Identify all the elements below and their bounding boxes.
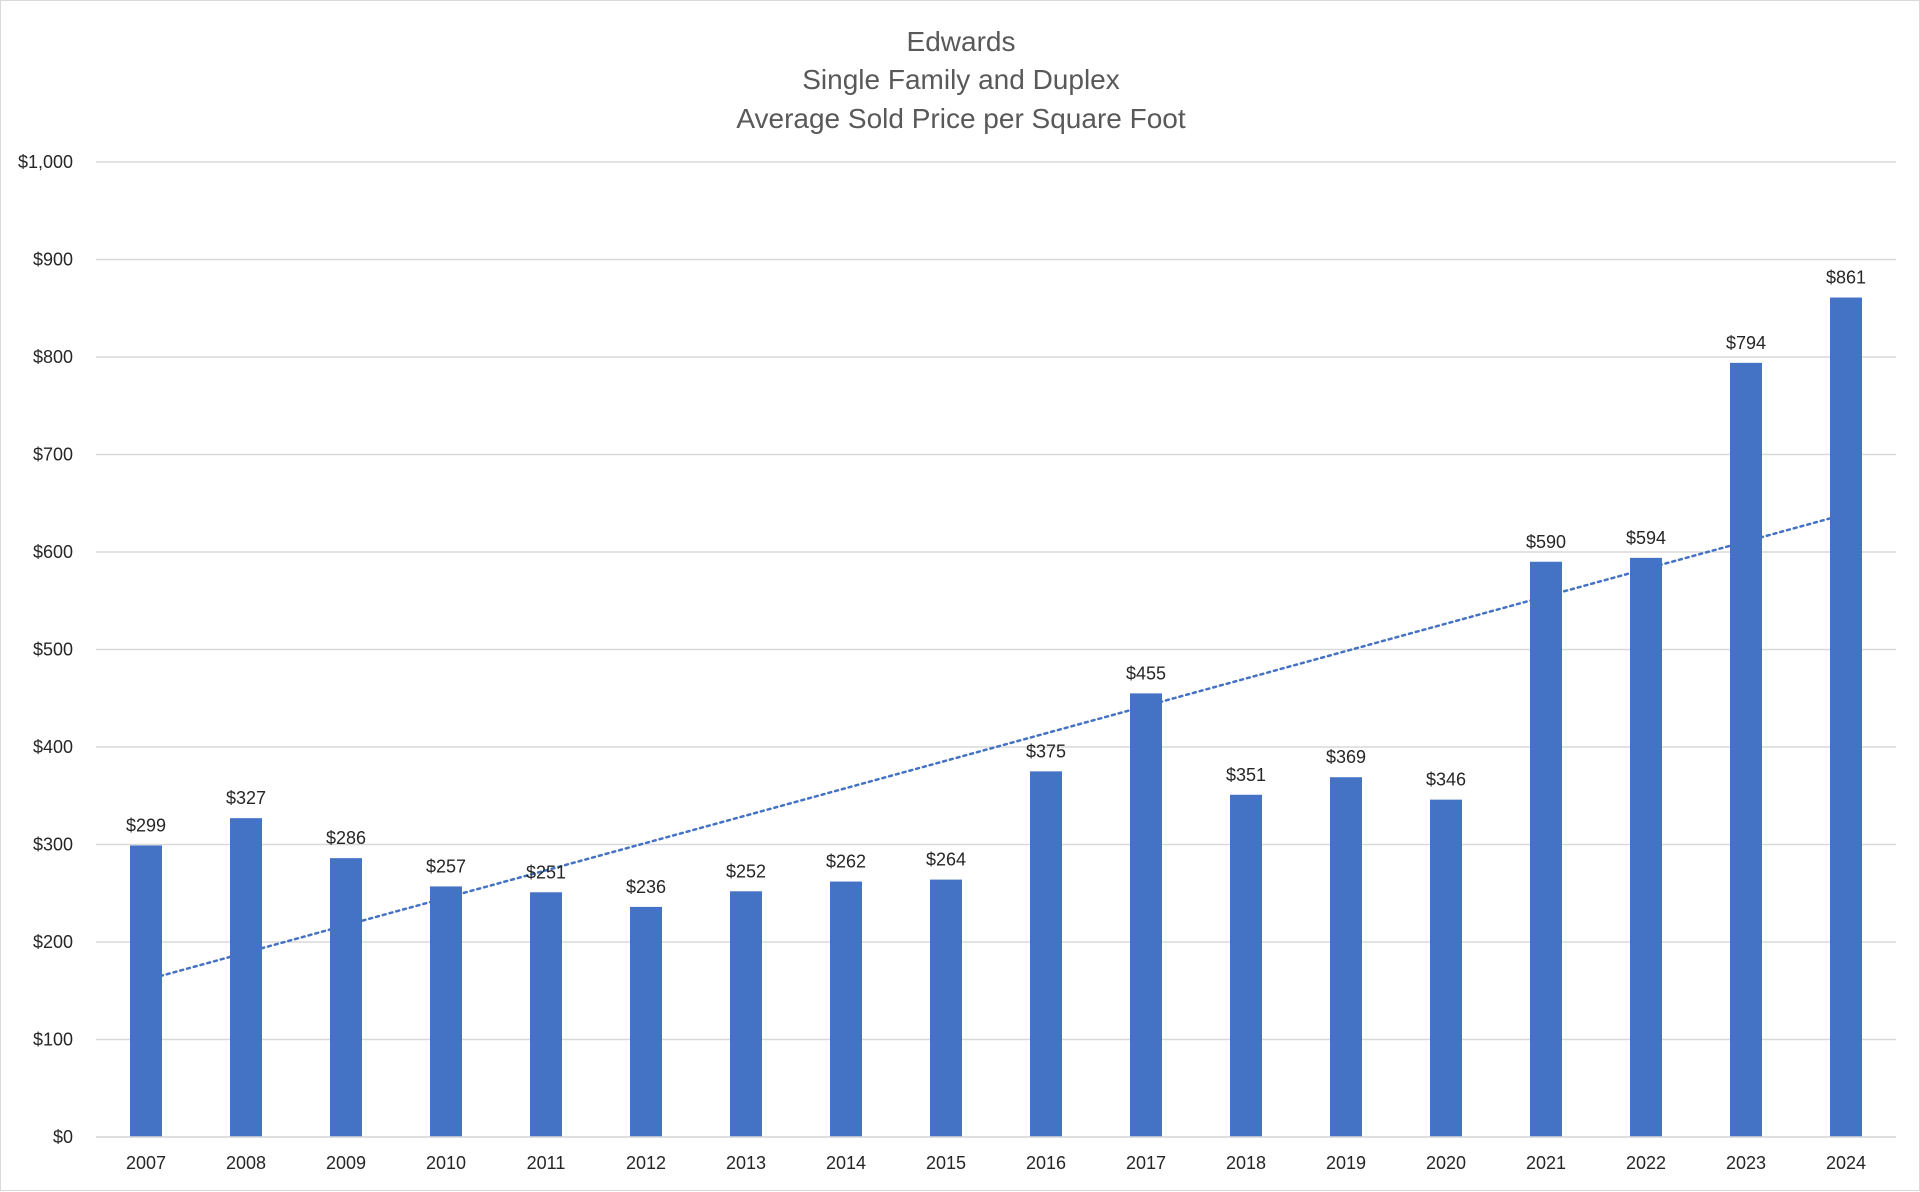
y-tick-label: $600 (33, 542, 73, 562)
x-tick-label: 2021 (1526, 1153, 1566, 1173)
x-axis: 2007 2008 2009 2010 2011 2012 2013 2014 2015 2016… (96, 1136, 1896, 1173)
y-tick-label: $800 (33, 347, 73, 367)
bar (230, 818, 262, 1137)
bar (1830, 297, 1862, 1137)
bar (1730, 362, 1762, 1138)
x-tick-label: 2018 (1226, 1153, 1266, 1173)
x-tick-label: 2011 (527, 1153, 566, 1173)
data-label: $375 (1026, 741, 1066, 761)
x-tick-label: 2017 (1126, 1153, 1166, 1173)
data-label: $257 (426, 856, 466, 876)
x-tick-label: 2022 (1626, 1153, 1666, 1173)
x-tick-label: 2013 (726, 1153, 766, 1173)
data-label: $264 (926, 850, 966, 870)
bar (1430, 799, 1462, 1137)
y-tick-label: $500 (33, 640, 73, 660)
data-label: $262 (826, 852, 866, 872)
trendline (158, 516, 1834, 978)
x-tick-label: 2023 (1726, 1153, 1766, 1173)
bar (930, 879, 962, 1137)
x-tick-label: 2016 (1026, 1153, 1066, 1173)
y-tick-label: $0 (53, 1127, 73, 1147)
x-tick-label: 2007 (126, 1153, 166, 1173)
gridlines (96, 161, 1896, 1138)
chart-title: Edwards Single Family and Duplex Average… (736, 26, 1186, 134)
bar (1230, 794, 1262, 1137)
x-tick-label: 2014 (826, 1153, 866, 1173)
data-label: $327 (226, 788, 266, 808)
bar (130, 845, 162, 1137)
bar (1530, 561, 1562, 1137)
data-label: $252 (726, 861, 766, 881)
bar (530, 892, 562, 1137)
chart-title-line-2: Single Family and Duplex (802, 64, 1120, 95)
data-label: $251 (526, 862, 566, 882)
x-tick-label: 2020 (1426, 1153, 1466, 1173)
data-label: $236 (626, 877, 666, 897)
bar (830, 881, 862, 1137)
bars (130, 297, 1862, 1138)
y-tick-label: $200 (33, 932, 73, 952)
data-label: $794 (1726, 333, 1766, 353)
data-label: $346 (1426, 770, 1466, 790)
data-label: $369 (1326, 747, 1366, 767)
bar (730, 891, 762, 1137)
x-tick-label: 2009 (326, 1153, 366, 1173)
bar (1630, 557, 1662, 1137)
data-label: $590 (1526, 532, 1566, 552)
y-tick-label: $700 (33, 445, 73, 465)
x-tick-label: 2010 (426, 1153, 466, 1173)
data-label: $351 (1226, 765, 1266, 785)
bar (330, 858, 362, 1137)
x-tick-label: 2019 (1326, 1153, 1366, 1173)
bar (1130, 693, 1162, 1137)
y-tick-label: $900 (33, 250, 73, 270)
bar (1330, 777, 1362, 1137)
x-tick-label: 2008 (226, 1153, 266, 1173)
y-tick-label: $100 (33, 1030, 73, 1050)
data-label: $861 (1826, 268, 1866, 288)
bar (430, 886, 462, 1137)
data-label: $594 (1626, 528, 1666, 548)
y-tick-label: $400 (33, 737, 73, 757)
bar (1030, 771, 1062, 1137)
x-tick-label: 2024 (1826, 1153, 1866, 1173)
data-labels: $299 $327 $286 $257 $251 $236 $252 $262 $264 $375… (126, 268, 1866, 897)
chart-title-line-3: Average Sold Price per Square Foot (736, 103, 1186, 134)
y-tick-label: $1,000 (18, 152, 73, 172)
chart-title-line-1: Edwards (907, 26, 1016, 57)
x-tick-label: 2012 (626, 1153, 666, 1173)
data-label: $299 (126, 815, 166, 835)
y-axis: $0 $100 $200 $300 $400 $500 $600 $700 $800 $900 $1… (18, 152, 73, 1147)
data-label: $455 (1126, 663, 1166, 683)
data-label: $286 (326, 828, 366, 848)
x-tick-label: 2015 (926, 1153, 966, 1173)
trendline-line (158, 516, 1834, 978)
bar (630, 906, 662, 1137)
y-tick-label: $300 (33, 835, 73, 855)
